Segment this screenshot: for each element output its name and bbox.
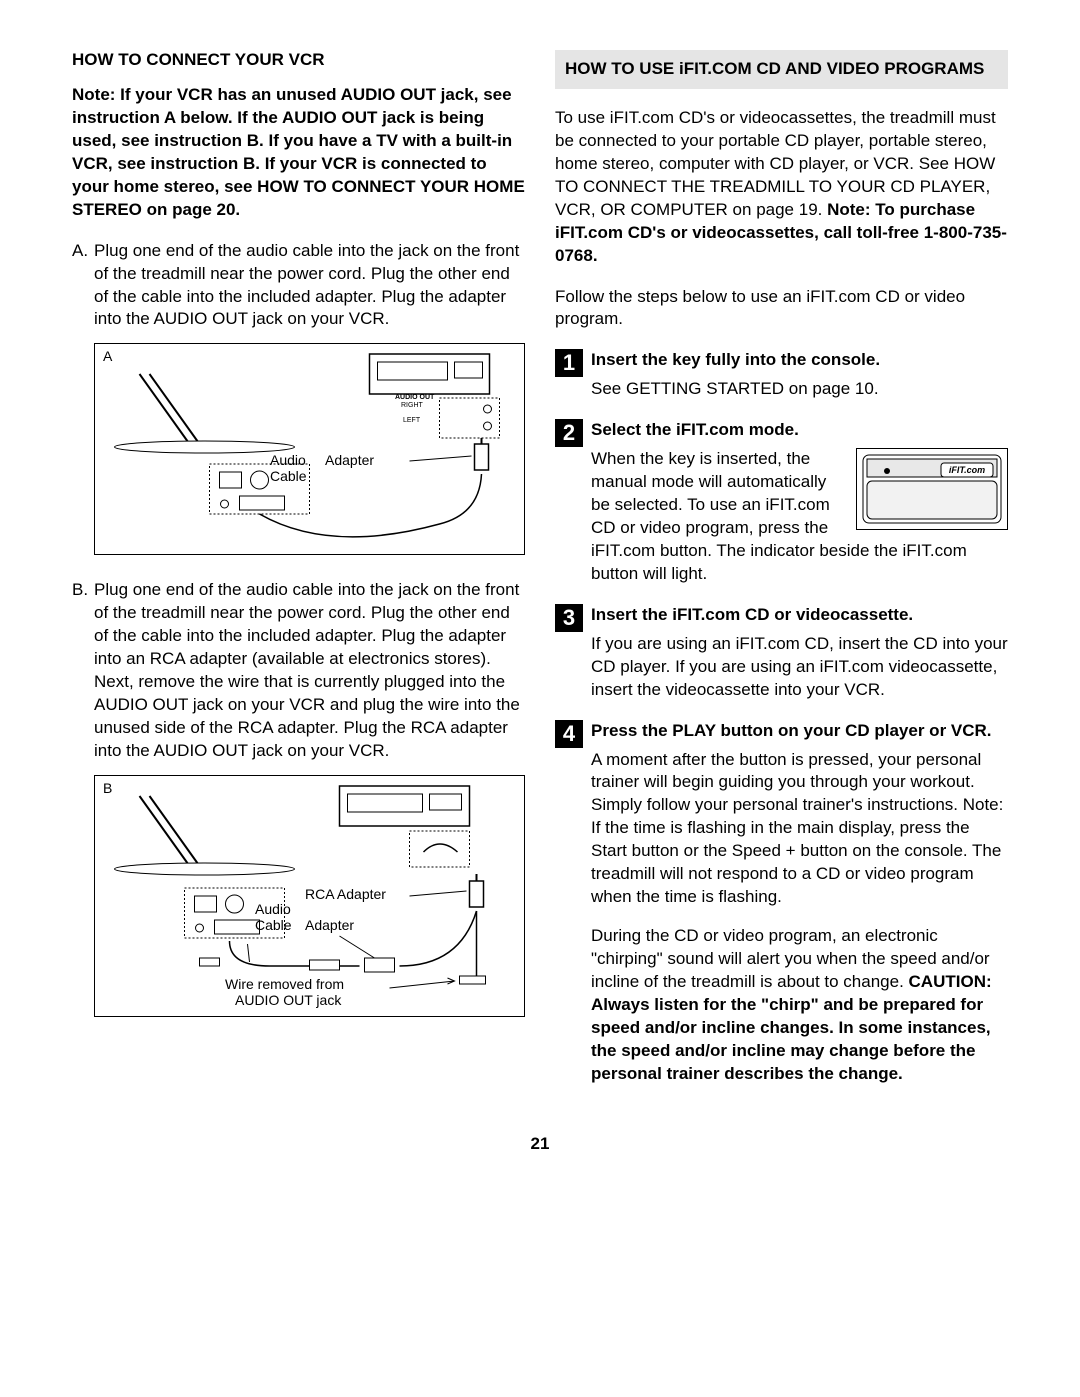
step-1-body: Insert the key fully into the console. S… [591, 349, 1008, 401]
step-1-num: 1 [555, 349, 583, 377]
body-b: Plug one end of the audio cable into the… [94, 579, 525, 763]
step-4-title: Press the PLAY button on your CD player … [591, 720, 1008, 743]
audio-label: Audio [270, 452, 306, 468]
step-4-body: Press the PLAY button on your CD player … [591, 720, 1008, 1086]
diagram-a: A [94, 343, 525, 555]
audio-out-label: AUDIO OUT [395, 394, 434, 401]
audio-label-b: Audio [255, 901, 291, 917]
body-a: Plug one end of the audio cable into the… [94, 240, 525, 332]
right-label: RIGHT [401, 402, 423, 409]
step-3-text: If you are using an iFIT.com CD, insert … [591, 633, 1008, 702]
step-1: 1 Insert the key fully into the console.… [555, 349, 1008, 401]
diagram-b: B [94, 775, 525, 1017]
two-column-layout: HOW TO CONNECT YOUR VCR Note: If your VC… [72, 50, 1008, 1104]
step-1-text: See GETTING STARTED on page 10. [591, 378, 1008, 401]
step-3-num: 3 [555, 604, 583, 632]
left-label: LEFT [403, 417, 420, 424]
intro-para-2: Follow the steps below to use an iFIT.co… [555, 286, 1008, 332]
step-2: 2 Select the iFIT.com mode. iFIT.com [555, 419, 1008, 586]
right-column: HOW TO USE iFIT.COM CD AND VIDEO PROGRAM… [555, 50, 1008, 1104]
step-3-title: Insert the iFIT.com CD or videocassette. [591, 604, 1008, 627]
marker-b: B. [72, 579, 94, 763]
step-3: 3 Insert the iFIT.com CD or videocassett… [555, 604, 1008, 702]
step-4-text: A moment after the button is pressed, yo… [591, 749, 1008, 910]
step-3-body: Insert the iFIT.com CD or videocassette.… [591, 604, 1008, 702]
svg-text:iFIT.com: iFIT.com [949, 465, 985, 475]
cable-label: Cable [270, 468, 307, 484]
adapter-label: Adapter [325, 452, 374, 468]
page-number: 21 [72, 1134, 1008, 1154]
manual-page: HOW TO CONNECT YOUR VCR Note: If your VC… [0, 0, 1080, 1184]
step-2-title: Select the iFIT.com mode. [591, 419, 1008, 442]
wire-label2: AUDIO OUT jack [235, 992, 341, 1008]
step-2-num: 2 [555, 419, 583, 447]
step-4: 4 Press the PLAY button on your CD playe… [555, 720, 1008, 1086]
console-illustration: iFIT.com [856, 448, 1008, 530]
instruction-a: A. Plug one end of the audio cable into … [72, 240, 525, 332]
rca-label: RCA Adapter [305, 886, 386, 902]
left-column: HOW TO CONNECT YOUR VCR Note: If your VC… [72, 50, 525, 1104]
marker-a: A. [72, 240, 94, 332]
instruction-b: B. Plug one end of the audio cable into … [72, 579, 525, 763]
diagram-a-svg [95, 344, 524, 554]
vcr-heading: HOW TO CONNECT YOUR VCR [72, 50, 525, 70]
wire-label1: Wire removed from [225, 976, 344, 992]
step-4-para2: During the CD or video program, an elect… [591, 925, 1008, 1086]
intro-para-1: To use iFIT.com CD's or videocassettes, … [555, 107, 1008, 268]
step-4-num: 4 [555, 720, 583, 748]
diagram-a-label: A [103, 348, 112, 364]
cable-label-b: Cable [255, 917, 292, 933]
console-svg: iFIT.com [857, 449, 1007, 529]
ifit-heading: HOW TO USE iFIT.COM CD AND VIDEO PROGRAM… [555, 50, 1008, 89]
step-1-title: Insert the key fully into the console. [591, 349, 1008, 372]
vcr-note: Note: If your VCR has an unused AUDIO OU… [72, 84, 525, 222]
diagram-b-label: B [103, 780, 112, 796]
adapter-label-b: Adapter [305, 917, 354, 933]
step-2-body: Select the iFIT.com mode. iFIT.com When … [591, 419, 1008, 586]
